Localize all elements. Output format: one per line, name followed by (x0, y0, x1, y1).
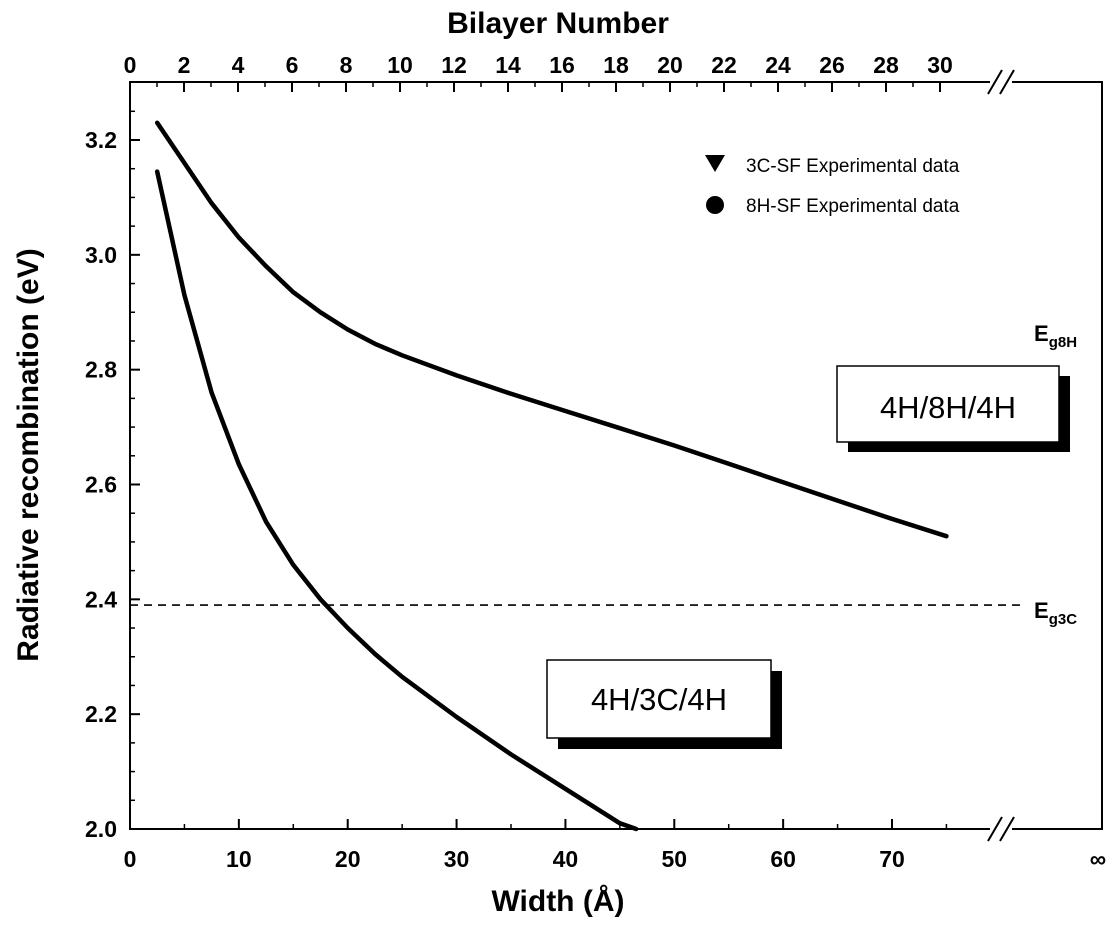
eg8h-label: Eg8H (1034, 321, 1077, 351)
y-tick-label: 2.8 (85, 357, 117, 383)
annotation-4h-3c-4h: 4H/3C/4H (546, 659, 782, 749)
y-tick-label: 2.0 (85, 816, 117, 842)
svg-text:Eg3C: Eg3C (1034, 598, 1077, 628)
legend: 3C-SF Experimental data 8H-SF Experiment… (705, 155, 960, 217)
x2-tick-label: 28 (873, 52, 899, 78)
x2-tick-label: 18 (603, 52, 629, 78)
x-tick-label: 30 (444, 846, 470, 872)
legend-label-8h: 8H-SF Experimental data (746, 196, 960, 217)
x2-tick-label: 6 (286, 52, 299, 78)
x2-tick-label: 2 (178, 52, 191, 78)
legend-triangle-marker (705, 155, 725, 172)
x-axis-title: Width (Å) (491, 885, 624, 918)
y-tick-label: 3.0 (85, 242, 117, 268)
legend-circle-marker (706, 196, 724, 214)
x-infinity-label: ∞ (1090, 846, 1106, 872)
x2-tick-label: 14 (495, 52, 521, 78)
eg3c-label: Eg3C (1034, 598, 1077, 628)
x-tick-label: 10 (226, 846, 252, 872)
x2-tick-label: 4 (232, 52, 245, 78)
svg-text:4H/3C/4H: 4H/3C/4H (591, 682, 727, 717)
axis-break-top (987, 69, 1015, 95)
y-axis-title: Radiative recombination (eV) (12, 248, 45, 661)
x2-tick-label: 24 (765, 52, 791, 78)
y-tick-label: 2.4 (85, 586, 117, 612)
x-tick-label: 40 (553, 846, 579, 872)
axis-break-bottom (987, 816, 1015, 842)
annotation-4h-8h-4h: 4H/8H/4H (836, 365, 1070, 452)
x2-tick-label: 10 (387, 52, 413, 78)
top-axis-ticks: 0 2 4 6 8 10 12 14 16 18 20 22 24 26 28 30 (124, 52, 953, 92)
x2-tick-label: 22 (711, 52, 737, 78)
x2-tick-label: 20 (657, 52, 683, 78)
x-tick-label: 20 (335, 846, 361, 872)
x2-tick-label: 0 (124, 52, 137, 78)
x-tick-label: 70 (879, 846, 905, 872)
y-tick-label: 3.2 (85, 127, 117, 153)
svg-text:Eg8H: Eg8H (1034, 321, 1077, 351)
x-axis-ticks: 0 10 20 30 40 50 60 70 (124, 819, 948, 872)
x2-axis-title: Bilayer Number (447, 7, 669, 40)
x2-tick-label: 26 (819, 52, 845, 78)
series-line-4h-3c-4h (154, 169, 639, 832)
x-tick-label: 0 (124, 846, 137, 872)
x2-tick-label: 30 (927, 52, 953, 78)
x2-tick-label: 8 (340, 52, 353, 78)
x2-tick-label: 12 (441, 52, 467, 78)
y-tick-label: 2.6 (85, 472, 117, 498)
svg-text:4H/8H/4H: 4H/8H/4H (880, 390, 1016, 425)
x-tick-label: 50 (661, 846, 687, 872)
y-axis-ticks: 2.0 2.2 2.4 2.6 2.8 3.0 3.2 (85, 110, 140, 842)
y-tick-label: 2.2 (85, 701, 117, 727)
x-tick-label: 60 (770, 846, 796, 872)
legend-label-3c: 3C-SF Experimental data (746, 156, 960, 177)
x2-tick-label: 16 (549, 52, 575, 78)
series-line-4h-8h-4h (154, 120, 949, 539)
